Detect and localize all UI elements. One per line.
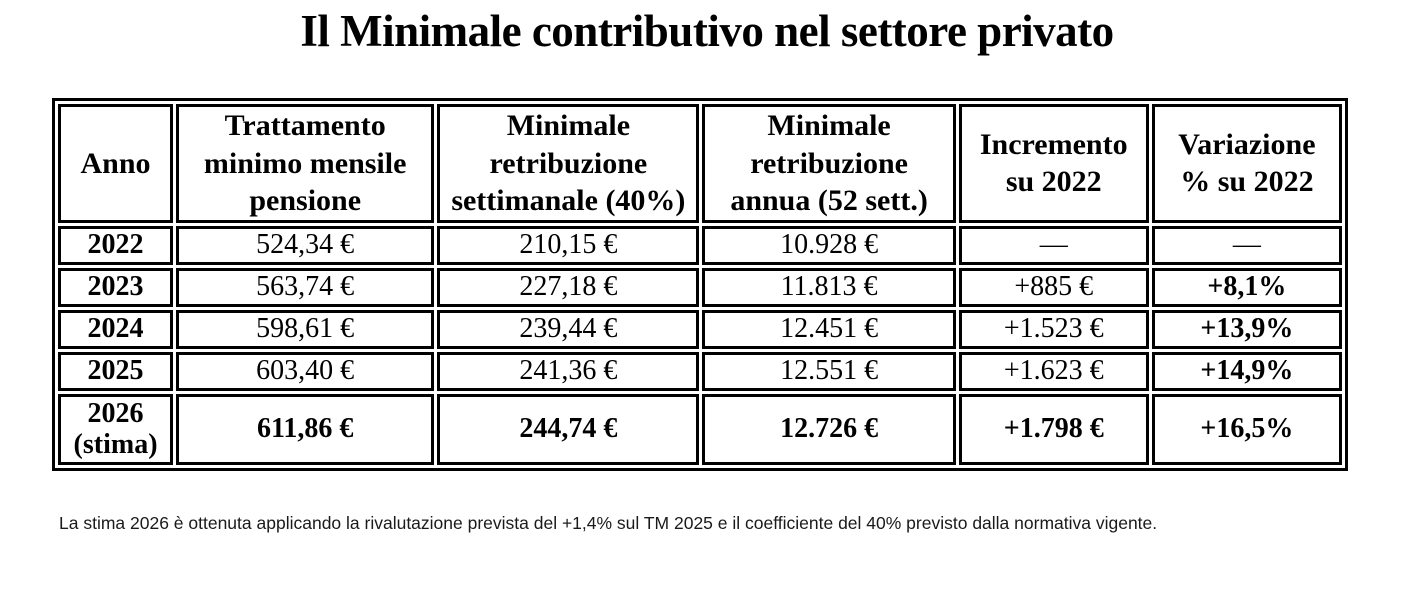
cell-trattamento: 598,61 €	[176, 310, 435, 350]
cell-settimanale: 227,18 €	[437, 268, 700, 308]
cell-incremento: +1.623 €	[958, 352, 1149, 392]
cell-anno: 2024	[58, 310, 174, 350]
column-header-settimanale: Minimale retribuzione settimanale (40%)	[437, 103, 700, 224]
header-row: Anno Trattamento minimo mensile pensione…	[58, 103, 1342, 224]
cell-trattamento: 524,34 €	[176, 226, 435, 266]
table-row-2022: 2022 524,34 € 210,15 € 10.928 € — —	[58, 226, 1342, 266]
cell-variazione: —	[1151, 226, 1342, 266]
cell-settimanale: 239,44 €	[437, 310, 700, 350]
footnote: La stima 2026 è ottenuta applicando la r…	[59, 513, 1158, 534]
cell-variazione: +14,9%	[1151, 352, 1342, 392]
column-header-incremento: Incremento su 2022	[958, 103, 1149, 224]
column-header-annua: Minimale retribuzione annua (52 sett.)	[702, 103, 956, 224]
cell-trattamento: 603,40 €	[176, 352, 435, 392]
column-header-trattamento: Trattamento minimo mensile pensione	[176, 103, 435, 224]
cell-settimanale: 241,36 €	[437, 352, 700, 392]
minimale-contributivo-table: Anno Trattamento minimo mensile pensione…	[52, 97, 1348, 472]
cell-annua: 12.726 €	[702, 394, 956, 466]
table-row-2026-stima: 2026 (stima) 611,86 € 244,74 € 12.726 € …	[58, 394, 1342, 466]
cell-variazione: +16,5%	[1151, 394, 1342, 466]
page-title: Il Minimale contributivo nel settore pri…	[300, 6, 1114, 56]
cell-incremento: —	[958, 226, 1149, 266]
cell-anno: 2023	[58, 268, 174, 308]
cell-anno: 2026 (stima)	[58, 394, 174, 466]
cell-incremento: +885 €	[958, 268, 1149, 308]
cell-annua: 12.551 €	[702, 352, 956, 392]
cell-settimanale: 244,74 €	[437, 394, 700, 466]
cell-variazione: +13,9%	[1151, 310, 1342, 350]
cell-trattamento: 563,74 €	[176, 268, 435, 308]
cell-annua: 10.928 €	[702, 226, 956, 266]
cell-incremento: +1.798 €	[958, 394, 1149, 466]
cell-anno: 2025	[58, 352, 174, 392]
column-header-variazione: Variazione % su 2022	[1151, 103, 1342, 224]
page: Il Minimale contributivo nel settore pri…	[0, 6, 1414, 537]
cell-annua: 11.813 €	[702, 268, 956, 308]
cell-settimanale: 210,15 €	[437, 226, 700, 266]
table-row-2024: 2024 598,61 € 239,44 € 12.451 € +1.523 €…	[58, 310, 1342, 350]
table-row-2023: 2023 563,74 € 227,18 € 11.813 € +885 € +…	[58, 268, 1342, 308]
table-row-2025: 2025 603,40 € 241,36 € 12.551 € +1.623 €…	[58, 352, 1342, 392]
column-header-anno: Anno	[58, 103, 174, 224]
cell-incremento: +1.523 €	[958, 310, 1149, 350]
cell-annua: 12.451 €	[702, 310, 956, 350]
cell-trattamento: 611,86 €	[176, 394, 435, 466]
cell-variazione: +8,1%	[1151, 268, 1342, 308]
cell-anno: 2022	[58, 226, 174, 266]
